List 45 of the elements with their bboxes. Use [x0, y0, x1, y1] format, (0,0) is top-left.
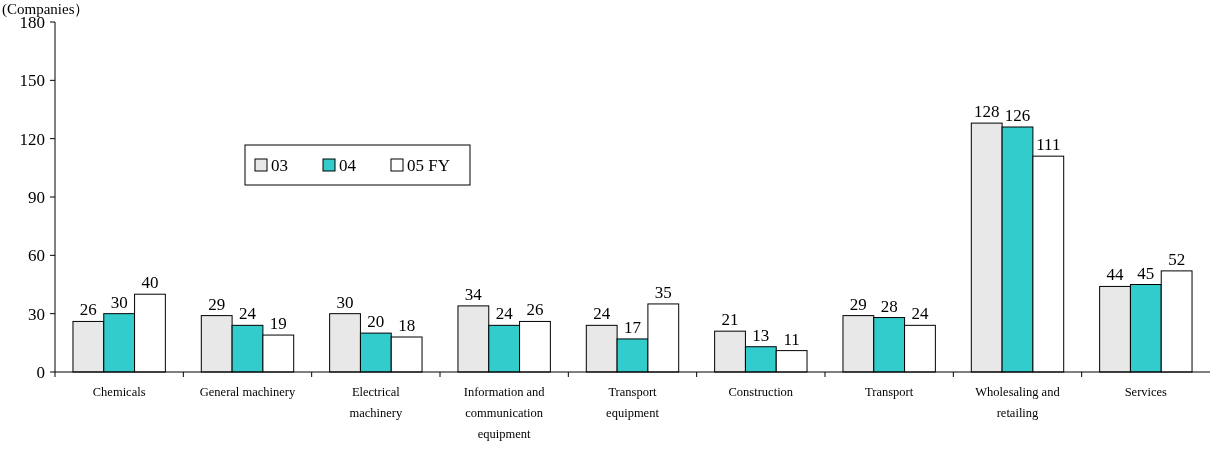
x-tick-label: Chemicals	[92, 385, 146, 399]
data-label: 34	[464, 284, 483, 304]
y-tick-label: 90	[28, 187, 45, 207]
data-label: 40	[141, 273, 159, 293]
data-label: 126	[1004, 106, 1031, 125]
x-tick-label: Construction	[728, 385, 794, 399]
data-label: 35	[654, 282, 672, 302]
x-tick-label: Electrical machinery	[349, 385, 403, 420]
x-tick-label: Transport equipment	[606, 385, 660, 420]
data-label: 17	[624, 317, 642, 337]
data-label: 24	[911, 304, 929, 324]
data-label: 24	[495, 304, 514, 324]
data-label: 28	[880, 296, 898, 316]
y-tick-label: 30	[28, 304, 45, 324]
data-label: 20	[367, 312, 385, 332]
data-label: 52	[1168, 249, 1186, 269]
y-tick-label: 150	[19, 71, 45, 91]
y-tick-label: 120	[19, 129, 45, 149]
x-tick-label: General machinery	[199, 385, 296, 399]
x-tick-label: Services	[1124, 385, 1168, 399]
data-label: 29	[208, 294, 226, 314]
x-tick-label: Wholesaling and retailing	[975, 385, 1061, 420]
data-label: 30	[110, 292, 128, 312]
x-tick-label: Information and communication equipment	[463, 385, 546, 441]
data-label: 29	[849, 294, 867, 314]
data-label: 19	[269, 314, 287, 334]
data-label: 30	[336, 292, 354, 312]
y-tick-label: 0	[36, 362, 45, 382]
data-label: 11	[783, 329, 800, 349]
data-label: 26	[526, 300, 544, 320]
data-label: 26	[79, 300, 97, 320]
data-label: 13	[752, 325, 770, 345]
data-label: 44	[1106, 265, 1125, 285]
data-label: 18	[398, 316, 416, 335]
x-tick-label: Transport	[865, 385, 914, 399]
data-label: 111	[1036, 135, 1061, 155]
y-tick-label: 60	[28, 246, 45, 266]
legend-label: 04	[339, 156, 357, 175]
legend-label: 05 FY	[407, 156, 450, 175]
data-label: 128	[973, 102, 1000, 122]
data-label: 45	[1137, 263, 1155, 283]
data-label: 21	[721, 310, 739, 330]
data-label: 24	[593, 304, 611, 324]
legend-label: 03	[271, 156, 288, 175]
data-label: 24	[239, 304, 257, 324]
